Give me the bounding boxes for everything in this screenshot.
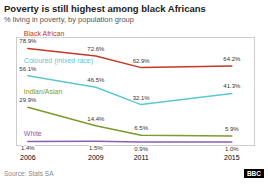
svg-text:72.6%: 72.6% (87, 46, 105, 52)
svg-text:14.4%: 14.4% (87, 116, 105, 122)
svg-text:White: White (24, 130, 42, 137)
svg-text:Black African: Black African (24, 30, 65, 37)
svg-text:5.9%: 5.9% (225, 126, 239, 132)
svg-text:29.9%: 29.9% (19, 97, 37, 103)
svg-text:41.3%: 41.3% (223, 83, 241, 89)
svg-text:78.9%: 78.9% (19, 38, 37, 44)
svg-text:1.4%: 1.4% (21, 145, 35, 151)
svg-text:2009: 2009 (88, 154, 104, 161)
html-text:BBC: BBC (246, 169, 261, 177)
svg-text:46.5%: 46.5% (87, 77, 105, 83)
svg-text:64.2%: 64.2% (223, 56, 241, 62)
html-text:% living in poverty, by popula: % living in poverty, by population group (4, 15, 134, 24)
svg-text:2015: 2015 (224, 154, 240, 161)
svg-text:62.9%: 62.9% (133, 58, 151, 64)
svg-text:0.9%: 0.9% (134, 146, 148, 152)
svg-text:Indian/Asian: Indian/Asian (24, 88, 63, 95)
svg-text:56.1%: 56.1% (19, 66, 37, 72)
svg-text:2011: 2011 (134, 154, 149, 161)
html-text:Source: Stats SA: Source: Stats SA (4, 169, 54, 177)
svg-text:6.5%: 6.5% (134, 125, 148, 131)
svg-text:2006: 2006 (20, 154, 36, 161)
svg-text:Coloured (mixed race): Coloured (mixed race) (24, 57, 93, 65)
html-text:Poverty is still highest among: Poverty is still highest among black Afr… (4, 3, 206, 14)
svg-text:1.5%: 1.5% (89, 145, 103, 151)
svg-text:1.0%: 1.0% (225, 146, 239, 152)
svg-text:32.1%: 32.1% (133, 95, 151, 101)
